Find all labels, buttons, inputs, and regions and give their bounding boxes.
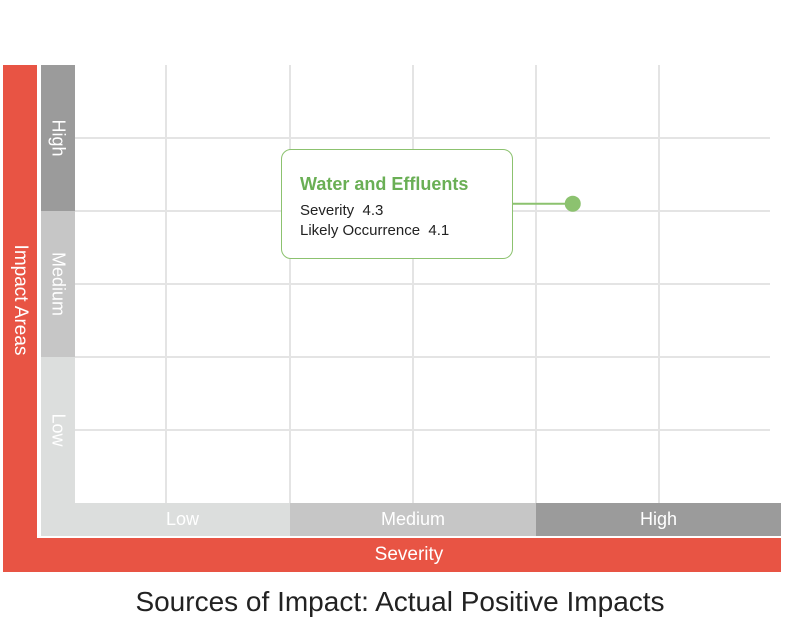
axis-corner [41, 503, 75, 536]
data-point-tooltip: Water and Effluents Severity 4.3 Likely … [281, 149, 513, 259]
x-band-low-label: Low [165, 509, 200, 529]
tooltip-occurrence-label: Likely Occurrence [300, 222, 421, 239]
tooltip-occurrence-line: Likely Occurrence 4.1 [300, 221, 494, 241]
x-band-high: High [536, 503, 781, 536]
x-axis-title: Severity [374, 544, 444, 565]
x-band-medium-label: Medium [380, 509, 446, 529]
severity-axis-bar [3, 538, 781, 572]
tooltip-severity-line: Severity 4.3 [300, 201, 494, 221]
impact-axis-bar [3, 65, 37, 572]
y-band-high: High [41, 65, 75, 211]
tooltip-severity-value: 4.3 [362, 202, 384, 219]
grid [75, 65, 770, 503]
x-band-low: Low [75, 503, 290, 536]
y-band-medium: Medium [41, 211, 75, 357]
x-band-medium: Medium [290, 503, 536, 536]
tooltip-title: Water and Effluents [300, 174, 469, 194]
data-point-water-and-effluents[interactable] [564, 195, 581, 212]
tooltip-severity-label: Severity [300, 202, 355, 219]
tooltip-occurrence-value: 4.1 [428, 222, 450, 239]
y-band-low: Low [41, 357, 75, 503]
x-band-high-label: High [639, 509, 678, 529]
chart-title: Sources of Impact: Actual Positive Impac… [135, 586, 665, 617]
